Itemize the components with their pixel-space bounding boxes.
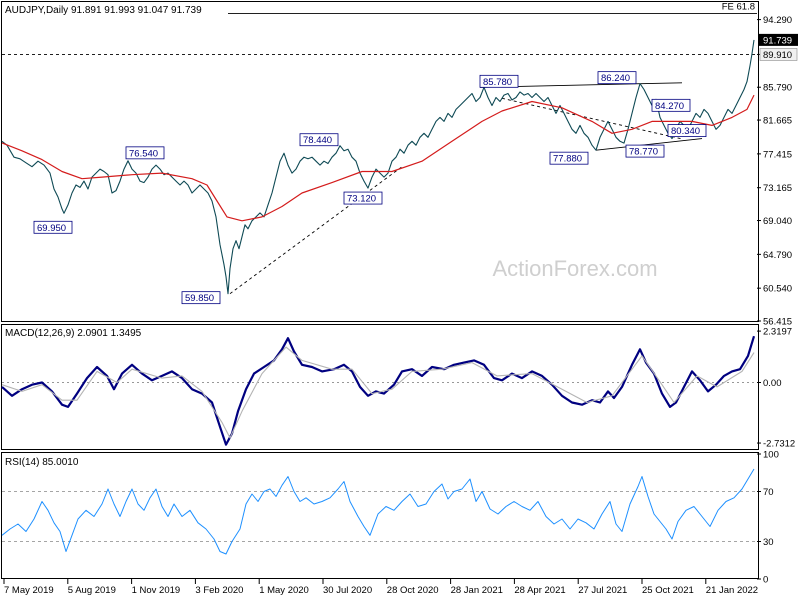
current-price-label: 91.739 [763, 35, 792, 46]
macd-y-tick-label: -2.7312 [763, 439, 795, 450]
x-tick-label: 3 Feb 2020 [195, 585, 243, 596]
moving-average-line [1, 94, 755, 222]
level-tag-box [759, 48, 798, 61]
price-annotation-box [299, 133, 339, 147]
panel-frames [1, 1, 759, 579]
price-annotation-box [33, 220, 73, 234]
price-annotation-label: 77.880 [553, 154, 582, 165]
x-tick-label: 21 Jan 2022 [706, 585, 758, 596]
x-tick-label: 7 May 2019 [4, 585, 54, 596]
price-annotation-label: 84.270 [655, 101, 684, 112]
price-annotation-label: 85.780 [483, 77, 512, 88]
price-y-tick-label: 73.165 [763, 183, 792, 194]
rsi-title: RSI(14) 85.0010 [5, 457, 79, 468]
x-tick-label: 28 Jan 2021 [451, 585, 503, 596]
price-y-tick-label: 94.290 [763, 15, 792, 26]
price-annotation-box [181, 291, 221, 305]
price-annotation-label: 80.340 [671, 126, 700, 137]
price-y-tick-label: 64.790 [763, 250, 792, 261]
price-annotation-box [343, 191, 383, 205]
current-price-tag [759, 33, 798, 46]
watermark: ActionForex.com [492, 256, 657, 281]
price-y-tick-label: 60.540 [763, 284, 792, 295]
x-tick-label: 1 May 2020 [259, 585, 309, 596]
price-annotation-box [651, 98, 691, 112]
price-plot: FE 61.8 69.950 76.540 59.850 78.440 73.120 85.… [1, 2, 757, 305]
macd-plot [1, 335, 757, 446]
x-tick-label: 25 Oct 2021 [642, 585, 694, 596]
price-y-tick-label: 69.040 [763, 216, 792, 227]
price-annotation-label: 69.950 [37, 223, 66, 234]
trendline [501, 97, 683, 140]
price-annotation-box [479, 74, 519, 88]
price-annotation-label: 59.850 [185, 293, 214, 304]
price-annotation-label: 76.540 [129, 148, 158, 159]
price-annotation-box [597, 71, 637, 85]
level-tag-label: 89.910 [763, 50, 792, 61]
price-annotation-box [667, 124, 707, 138]
price-annotation-box [125, 146, 165, 160]
fe-label: FE 61.8 [722, 2, 755, 13]
price-annotation-box [549, 151, 589, 165]
axis-labels: 94.290 89.910 85.790 81.665 77.415 73.165 69.0… [3, 15, 798, 596]
price-annotation-label: 78.440 [303, 135, 332, 146]
rsi-y-tick-label: 30 [763, 537, 774, 548]
price-annotation-label: 78.770 [629, 147, 658, 158]
macd-signal-line [1, 346, 755, 439]
chart-title: AUDJPY,Daily 91.891 91.993 91.047 91.739 [5, 5, 202, 16]
rsi-plot [1, 468, 757, 555]
trendline [595, 138, 703, 151]
x-tick-label: 28 Apr 2021 [514, 585, 565, 596]
macd-y-tick-label: 0.00 [763, 378, 782, 389]
price-annotation-label: 86.240 [601, 73, 630, 84]
price-y-tick-label: 77.415 [763, 149, 792, 160]
x-tick-label: 5 Aug 2019 [68, 585, 116, 596]
price-annotation-label: 73.120 [347, 194, 376, 205]
price-y-tick-label: 85.790 [763, 83, 792, 94]
rsi-y-tick-label: 0 [763, 575, 768, 586]
x-tick-label: 30 Jul 2020 [323, 585, 372, 596]
price-y-tick-label: 81.665 [763, 116, 792, 127]
rsi-y-tick-label: 70 [763, 487, 774, 498]
macd-y-tick-label: 2.3197 [763, 327, 792, 338]
rsi-y-tick-label: 100 [763, 450, 779, 461]
x-tick-label: 27 Jul 2021 [578, 585, 627, 596]
rsi-line [1, 468, 755, 555]
macd-title: MACD(12,26,9) 2.0901 1.3495 [5, 328, 142, 339]
x-tick-label: 1 Nov 2019 [132, 585, 181, 596]
x-tick-label: 28 Oct 2020 [387, 585, 439, 596]
price-y-tick-label: 56.415 [763, 317, 792, 328]
price-annotation-box [625, 144, 665, 158]
price-line [1, 39, 755, 295]
